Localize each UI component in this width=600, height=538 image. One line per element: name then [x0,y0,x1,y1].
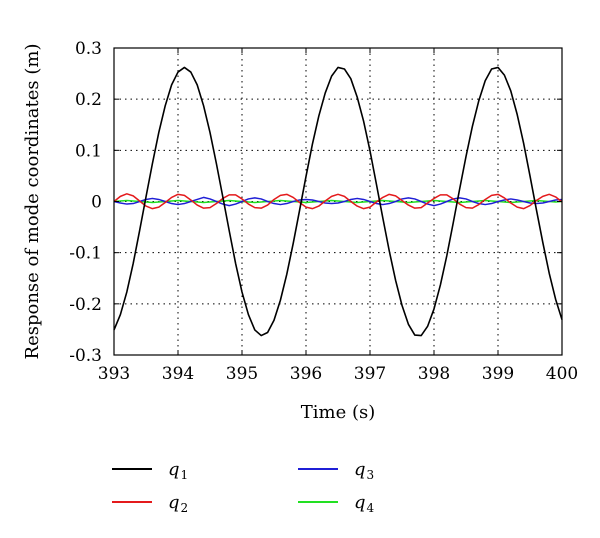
x-tick-label: 395 [226,364,258,384]
x-tick-label: 399 [482,364,514,384]
legend-item-q1: q1 [112,459,188,482]
legend-item-q2: q2 [112,492,188,515]
tick-labels: 393 394 395 396 397 398 399 400 0.3 0.2 0.1 0 -0.1 -0… [69,39,578,384]
legend-item-q3: q3 [298,459,374,482]
legend-item-q4: q4 [298,492,375,515]
series-line-q2 [113,193,563,210]
y-tick-label: -0.3 [69,346,102,366]
series-line-q3 [113,196,563,207]
legend-label: q2 [168,492,188,515]
series-line-q4 [113,199,563,204]
x-tick-label: 397 [354,364,386,384]
x-tick-label: 393 [98,364,130,384]
legend-label: q1 [168,459,188,482]
x-tick-label: 396 [290,364,322,384]
y-tick-label: -0.1 [69,244,102,264]
series-lines [113,66,563,337]
axis-ticks [113,47,563,356]
legend-label: q3 [354,459,374,482]
series-line-q1 [113,66,563,337]
x-tick-label: 394 [162,364,194,384]
y-tick-label: 0.1 [75,141,102,161]
y-tick-label: -0.2 [69,295,102,315]
y-tick-label: 0.3 [75,39,102,59]
legend: q1 q2 q3 q4 [112,459,375,515]
x-tick-label: 400 [546,364,578,384]
y-tick-label: 0.2 [75,90,102,110]
x-axis-label: Time (s) [301,402,376,423]
x-tick-label: 398 [418,364,450,384]
y-axis-label: Response of mode coordinates (m) [22,44,43,360]
y-tick-label: 0 [91,193,102,213]
legend-label: q4 [354,492,375,515]
